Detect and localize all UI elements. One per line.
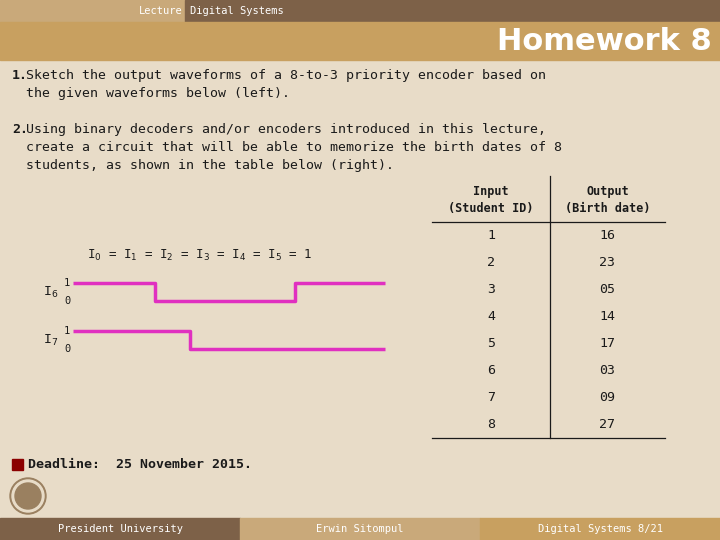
Text: 16: 16 <box>600 229 616 242</box>
Text: 27: 27 <box>600 418 616 431</box>
Text: Homework 8: Homework 8 <box>498 26 712 56</box>
Text: 6: 6 <box>487 364 495 377</box>
Text: Input
(Student ID): Input (Student ID) <box>449 185 534 215</box>
Bar <box>12 459 23 470</box>
Bar <box>240 518 480 540</box>
Circle shape <box>10 478 46 514</box>
Bar <box>0 22 720 60</box>
Text: 09: 09 <box>600 391 616 404</box>
Text: 1.: 1. <box>12 69 28 82</box>
Text: 14: 14 <box>600 310 616 323</box>
Text: Deadline:  25 November 2015.: Deadline: 25 November 2015. <box>28 458 252 471</box>
Text: 5: 5 <box>487 337 495 350</box>
Bar <box>0 518 240 540</box>
Text: 05: 05 <box>600 283 616 296</box>
Text: 7: 7 <box>487 391 495 404</box>
Text: I$_7$: I$_7$ <box>42 333 58 348</box>
Text: Using binary decoders and/or encoders introduced in this lecture,
create a circu: Using binary decoders and/or encoders in… <box>26 123 562 172</box>
Text: 23: 23 <box>600 256 616 269</box>
Text: 3: 3 <box>487 283 495 296</box>
Text: Lecture: Lecture <box>139 6 183 16</box>
Text: 1: 1 <box>64 326 71 336</box>
Bar <box>480 518 720 540</box>
Text: Erwin Sitompul: Erwin Sitompul <box>316 524 404 534</box>
Bar <box>185 0 720 22</box>
Text: 2.: 2. <box>12 123 28 136</box>
Text: Digital Systems: Digital Systems <box>190 6 284 16</box>
Text: 4: 4 <box>487 310 495 323</box>
Text: President University: President University <box>58 524 182 534</box>
Text: 03: 03 <box>600 364 616 377</box>
Circle shape <box>15 483 41 509</box>
Text: 17: 17 <box>600 337 616 350</box>
Bar <box>0 0 185 22</box>
Text: Output
(Birth date): Output (Birth date) <box>564 185 650 215</box>
Text: 0: 0 <box>64 344 71 354</box>
Text: Sketch the output waveforms of a 8-to-3 priority encoder based on
the given wave: Sketch the output waveforms of a 8-to-3 … <box>26 69 546 100</box>
Text: 0: 0 <box>64 296 71 306</box>
Text: 1: 1 <box>487 229 495 242</box>
Circle shape <box>12 480 44 512</box>
Text: 8: 8 <box>487 418 495 431</box>
Text: I$_6$: I$_6$ <box>42 285 58 300</box>
Text: 2: 2 <box>487 256 495 269</box>
Text: I$_0$ = I$_1$ = I$_2$ = I$_3$ = I$_4$ = I$_5$ = 1: I$_0$ = I$_1$ = I$_2$ = I$_3$ = I$_4$ = … <box>87 247 312 262</box>
Text: 1: 1 <box>64 278 71 288</box>
Text: Digital Systems 8/21: Digital Systems 8/21 <box>538 524 662 534</box>
